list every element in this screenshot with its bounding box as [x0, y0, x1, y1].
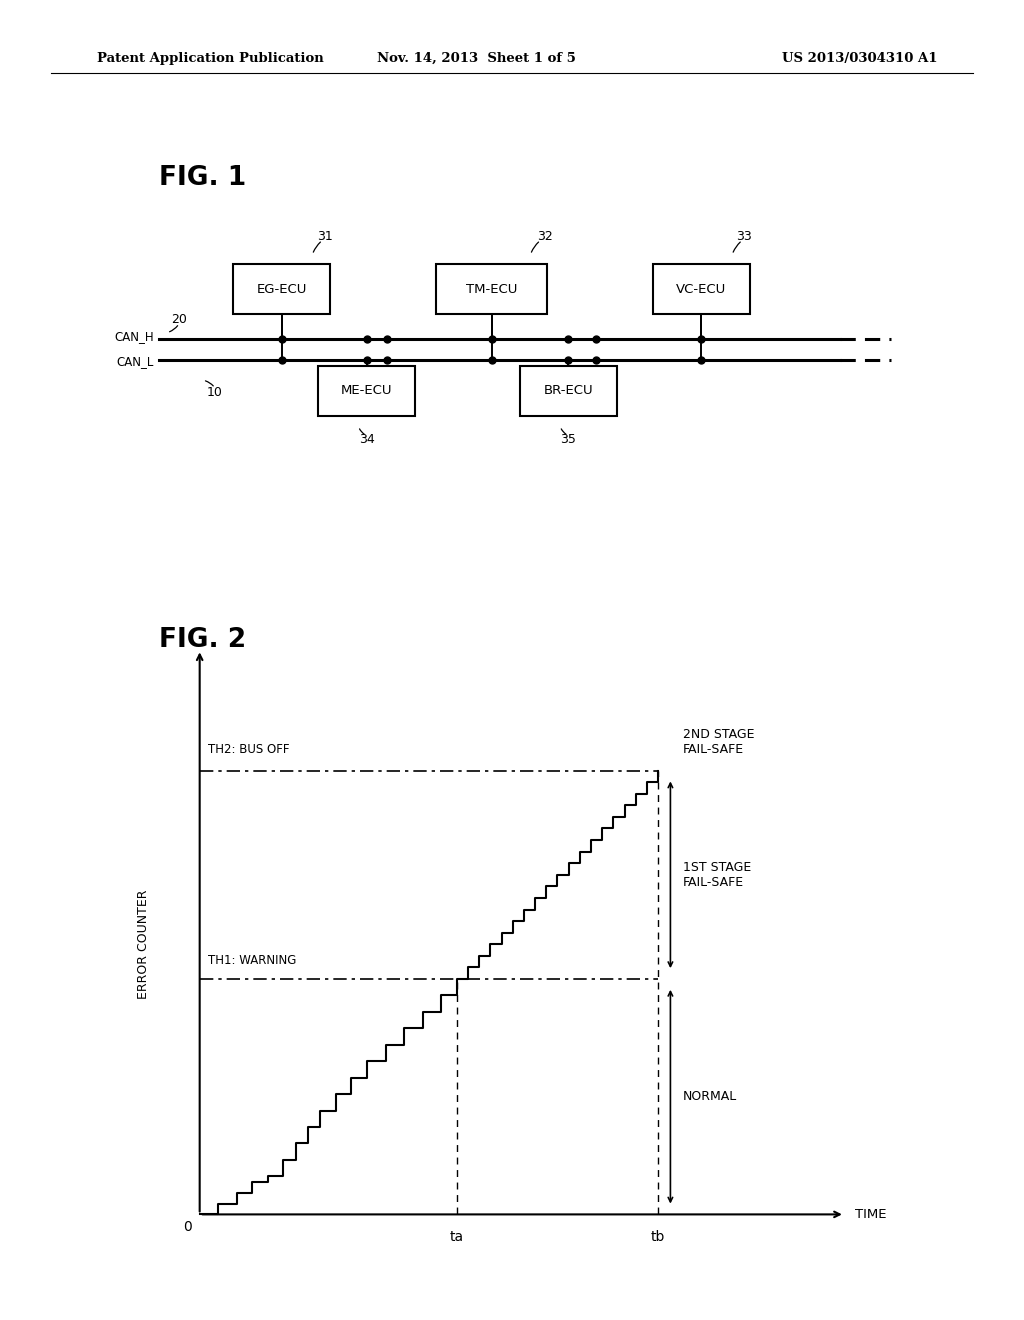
Text: ERROR COUNTER: ERROR COUNTER — [137, 890, 150, 998]
Bar — [317, 366, 416, 416]
Text: ME-ECU: ME-ECU — [341, 384, 392, 397]
Text: US 2013/0304310 A1: US 2013/0304310 A1 — [782, 51, 938, 65]
Text: FIG. 1: FIG. 1 — [159, 165, 246, 191]
Text: 10: 10 — [207, 385, 223, 399]
Text: 1ST STAGE
FAIL-SAFE: 1ST STAGE FAIL-SAFE — [683, 861, 751, 888]
Text: EG-ECU: EG-ECU — [256, 282, 307, 296]
Text: NORMAL: NORMAL — [683, 1090, 737, 1104]
Text: BR-ECU: BR-ECU — [544, 384, 593, 397]
Text: 0: 0 — [183, 1220, 191, 1234]
Text: Nov. 14, 2013  Sheet 1 of 5: Nov. 14, 2013 Sheet 1 of 5 — [377, 51, 575, 65]
Bar — [520, 366, 616, 416]
Text: tb: tb — [651, 1230, 666, 1245]
Text: 20: 20 — [171, 313, 187, 326]
Text: TH2: BUS OFF: TH2: BUS OFF — [208, 743, 290, 756]
Bar — [436, 264, 547, 314]
Text: 32: 32 — [537, 230, 553, 243]
Text: VC-ECU: VC-ECU — [676, 282, 727, 296]
Text: TIME: TIME — [855, 1208, 887, 1221]
Text: ta: ta — [450, 1230, 464, 1245]
Text: 2ND STAGE
FAIL-SAFE: 2ND STAGE FAIL-SAFE — [683, 727, 755, 755]
Text: 34: 34 — [358, 433, 375, 446]
Text: CAN_H: CAN_H — [114, 330, 154, 343]
Text: 31: 31 — [316, 230, 333, 243]
Bar — [653, 264, 750, 314]
Text: TH1: WARNING: TH1: WARNING — [208, 954, 296, 968]
Text: TM-ECU: TM-ECU — [466, 282, 517, 296]
Text: 33: 33 — [736, 230, 753, 243]
Text: FIG. 2: FIG. 2 — [159, 627, 246, 653]
Text: 35: 35 — [560, 433, 577, 446]
Text: CAN_L: CAN_L — [117, 355, 154, 368]
Text: Patent Application Publication: Patent Application Publication — [97, 51, 324, 65]
Bar — [233, 264, 330, 314]
